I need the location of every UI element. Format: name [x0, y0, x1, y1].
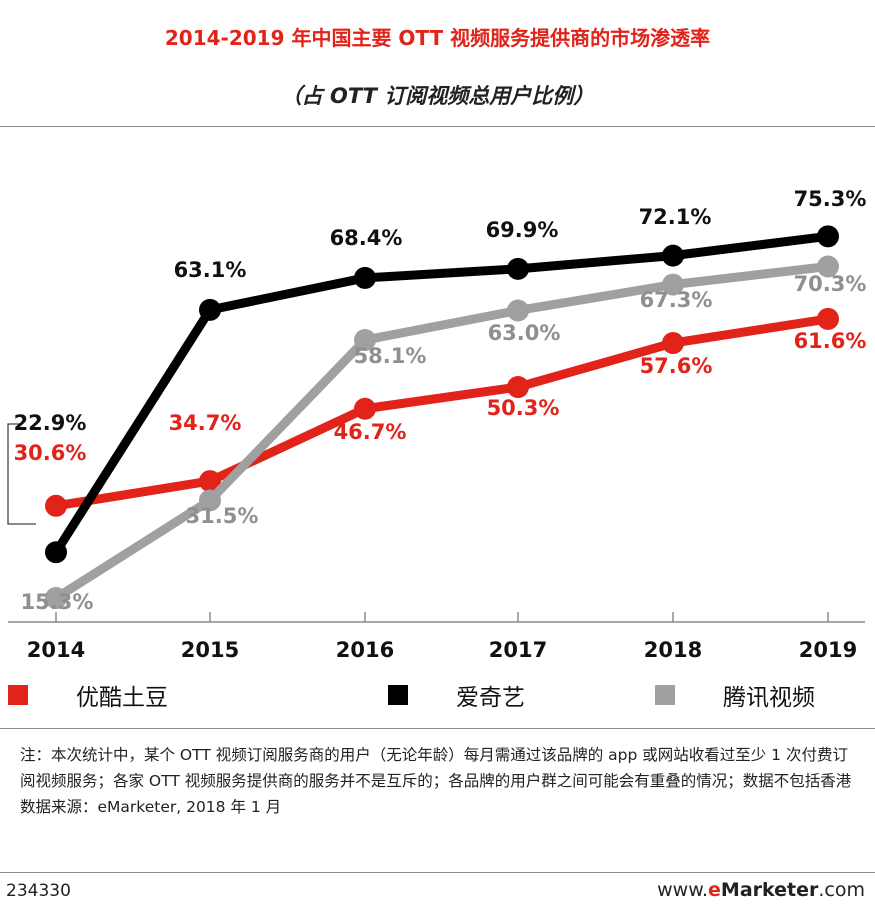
brand-prefix: www. [657, 879, 709, 901]
data-label: 68.4% [330, 226, 403, 250]
chart-title: 2014-2019 年中国主要 OTT 视频服务提供商的市场渗透率 [164, 26, 711, 50]
data-label: 22.9% [14, 411, 87, 435]
footnote-text: 注：本次统计中，某个 OTT 视频订阅服务商的用户（无论年龄）每月需通过该品牌的… [20, 746, 852, 790]
x-tick-label: 2016 [336, 638, 394, 662]
data-label: 58.1% [354, 344, 427, 368]
data-point [817, 255, 839, 278]
footnote: 注：本次统计中，某个 OTT 视频订阅服务商的用户（无论年龄）每月需通过该品牌的… [20, 742, 855, 820]
data-label: 61.6% [794, 329, 867, 353]
chart-id: 234330 [6, 881, 71, 901]
data-point [45, 587, 67, 610]
brand-logo: www.eMarketer.com [657, 879, 865, 901]
label-bracket [7, 423, 36, 525]
x-tick-label: 2019 [799, 638, 857, 662]
x-tick-label: 2015 [181, 638, 239, 662]
note-divider [0, 728, 875, 729]
data-label: 31.5% [186, 504, 259, 528]
data-label: 63.0% [488, 321, 561, 345]
legend-label-iqiyi: 爱奇艺 [456, 685, 525, 711]
data-label: 72.1% [639, 205, 712, 229]
legend-swatch-youku [8, 685, 28, 705]
series-line [51, 261, 833, 603]
top-divider [0, 126, 875, 127]
legend-item-tencent: 腾讯视频 [655, 680, 815, 711]
data-point [354, 266, 376, 289]
data-point [507, 376, 529, 399]
line-chart: 2014 2015 2016 2017 2018 2019 30.6% 34.7% 46.7% 5… [7, 187, 867, 662]
brand-e: e [708, 879, 721, 901]
brand-suffix: .com [818, 879, 865, 901]
chart-subtitle: （占 OTT 订阅视频总用户比例） [280, 84, 595, 108]
data-label: 50.3% [487, 396, 560, 420]
brand-name: Marketer [720, 879, 819, 901]
data-point [507, 257, 529, 280]
x-tick-label: 2014 [27, 638, 85, 662]
data-point [817, 307, 839, 330]
data-point [354, 329, 376, 352]
data-point [45, 541, 67, 564]
data-label: 30.6% [14, 441, 87, 465]
data-label: 63.1% [174, 258, 247, 282]
x-tick-label: 2017 [489, 638, 547, 662]
data-label: 46.7% [334, 420, 407, 444]
legend-label-youku: 优酷土豆 [76, 685, 168, 711]
data-point [45, 494, 67, 517]
footnote-source: 数据来源：eMarketer, 2018 年 1 月 [20, 798, 282, 816]
data-label: 57.6% [640, 354, 713, 378]
data-point [199, 489, 221, 512]
data-label: 15.3% [21, 590, 94, 614]
series-line [51, 314, 833, 511]
data-point [662, 273, 684, 296]
legend-swatch-iqiyi [388, 685, 408, 705]
data-label: 67.3% [640, 288, 713, 312]
data-point [354, 397, 376, 420]
legend-item-youku: 优酷土豆 [8, 680, 168, 711]
x-tick-label: 2018 [644, 638, 702, 662]
data-label: 70.3% [794, 272, 867, 296]
footer-divider [0, 872, 875, 873]
legend-swatch-tencent [655, 685, 675, 705]
series-line [51, 231, 833, 557]
data-point [507, 299, 529, 322]
data-point [199, 298, 221, 321]
data-point [662, 332, 684, 355]
data-point [662, 244, 684, 267]
data-point [817, 225, 839, 248]
legend-label-tencent: 腾讯视频 [723, 685, 815, 711]
data-point [199, 470, 221, 493]
data-label: 69.9% [486, 218, 559, 242]
data-label: 75.3% [794, 187, 867, 211]
data-label: 34.7% [169, 411, 242, 435]
legend-item-iqiyi: 爱奇艺 [388, 680, 525, 711]
